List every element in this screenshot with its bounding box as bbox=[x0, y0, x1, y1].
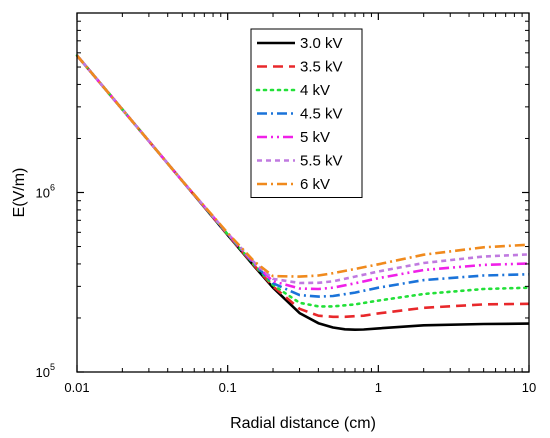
y-tick-label: 105 bbox=[36, 362, 55, 380]
series-line-7 bbox=[76, 54, 530, 278]
x-tick-label: 10 bbox=[522, 380, 536, 395]
legend: 3.0 kV 3.5 kV 4 kV 4.5 kV 5 kV 5.5 kV 6 kV bbox=[250, 28, 363, 198]
series-line-2 bbox=[76, 54, 530, 319]
legend-box bbox=[250, 28, 363, 198]
legend-label-1: 3.0 kV bbox=[300, 35, 343, 52]
legend-label-3: 4 kV bbox=[300, 82, 330, 99]
y-axis-title: E(V/m) bbox=[11, 168, 28, 218]
legend-label-2: 3.5 kV bbox=[300, 59, 343, 76]
legend-label-4: 4.5 kV bbox=[300, 106, 343, 123]
tick-layer: 0.01 0.1 1 10 105 106 bbox=[36, 13, 536, 395]
legend-label-5: 5 kV bbox=[300, 129, 330, 146]
x-tick-label: 0.1 bbox=[219, 380, 237, 395]
x-tick-label: 0.01 bbox=[64, 380, 89, 395]
legend-label-6: 5.5 kV bbox=[300, 153, 343, 170]
series-line-5 bbox=[76, 54, 530, 291]
legend-label-7: 6 kV bbox=[300, 176, 330, 193]
y-tick-label: 106 bbox=[36, 183, 55, 201]
series-layer bbox=[75, 54, 531, 332]
x-tick-label: 1 bbox=[375, 380, 382, 395]
x-axis-title: Radial distance (cm) bbox=[230, 415, 376, 432]
